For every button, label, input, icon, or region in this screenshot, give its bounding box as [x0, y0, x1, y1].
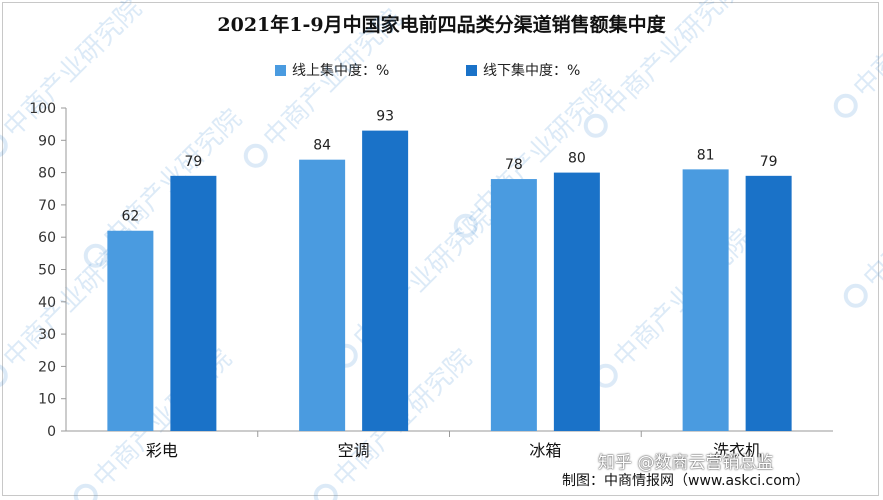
y-tick-label: 60 [38, 230, 56, 246]
watermark-logo-icon [0, 363, 8, 388]
chart-title: 2021年1-9月中国家电前四品类分渠道销售额集中度 [217, 14, 666, 36]
watermark-logo-icon [83, 243, 108, 268]
bar [107, 230, 154, 431]
x-tick-label: 冰箱 [529, 441, 561, 460]
watermark: 中商产业研究院 [0, 0, 148, 158]
watermark-logo-icon [243, 143, 268, 168]
data-label: 81 [697, 147, 715, 163]
y-tick-label: 0 [47, 424, 56, 440]
y-tick-label: 10 [38, 392, 56, 408]
bar [553, 172, 600, 431]
watermark-logo-icon [583, 113, 608, 138]
data-label: 80 [568, 151, 586, 167]
legend-item-online: 线上集中度：% [275, 60, 389, 80]
watermark-logo-icon [833, 93, 858, 118]
legend-label-offline: 线下集中度：% [483, 63, 581, 79]
y-tick-label: 100 [29, 101, 56, 117]
source-credit: 制图：中商情报网（www.askci.com） [562, 473, 810, 489]
bar [362, 130, 409, 432]
legend-swatch-online [275, 65, 286, 76]
y-tick-label: 90 [38, 133, 56, 149]
x-tick-label: 洗衣机 [713, 441, 761, 460]
data-label: 79 [184, 154, 202, 170]
y-tick-label: 30 [38, 327, 56, 343]
bar [745, 175, 792, 431]
watermark: 中商产业研究院 [593, 224, 758, 388]
data-label: 79 [760, 154, 778, 170]
watermark: 中商产业研究院 [833, 0, 883, 118]
legend-item-offline: 线下集中度：% [466, 60, 580, 80]
data-label: 78 [505, 157, 523, 173]
y-tick-label: 20 [38, 359, 56, 375]
y-tick-label: 40 [38, 295, 56, 311]
watermark: 中商产业研究院 [333, 204, 498, 368]
watermark-logo-icon [453, 213, 478, 238]
y-tick-label: 70 [38, 198, 56, 214]
bar [490, 179, 537, 431]
legend-swatch-offline [466, 65, 477, 76]
bar [299, 159, 346, 431]
watermark-logo-icon [313, 483, 338, 500]
watermark: 中商产业研究院 [583, 0, 748, 138]
bar [170, 175, 217, 431]
x-tick-label: 空调 [338, 441, 370, 460]
legend: 线上集中度：% 线下集中度：% [0, 60, 883, 80]
overlay-caption: 知乎 @数商云营销总监 [598, 453, 774, 473]
legend-label-online: 线上集中度：% [292, 63, 390, 79]
bar [682, 169, 729, 431]
watermark-logo-icon [73, 483, 98, 500]
x-tick-label: 彩电 [146, 441, 178, 460]
y-tick-label: 50 [38, 263, 56, 279]
data-label: 62 [121, 209, 139, 225]
data-label: 93 [376, 109, 394, 125]
watermark: 中商产业研究院 [843, 144, 883, 308]
data-label: 84 [313, 138, 331, 154]
watermark-text: 中商产业研究院 [598, 0, 748, 124]
watermark-logo-icon [843, 283, 868, 308]
watermark-logo-icon [0, 133, 8, 158]
y-tick-label: 80 [38, 166, 56, 182]
watermark-text: 中商产业研究院 [848, 0, 883, 104]
watermark-text: 中商产业研究院 [0, 0, 148, 144]
watermark-text: 中商产业研究院 [858, 144, 883, 294]
